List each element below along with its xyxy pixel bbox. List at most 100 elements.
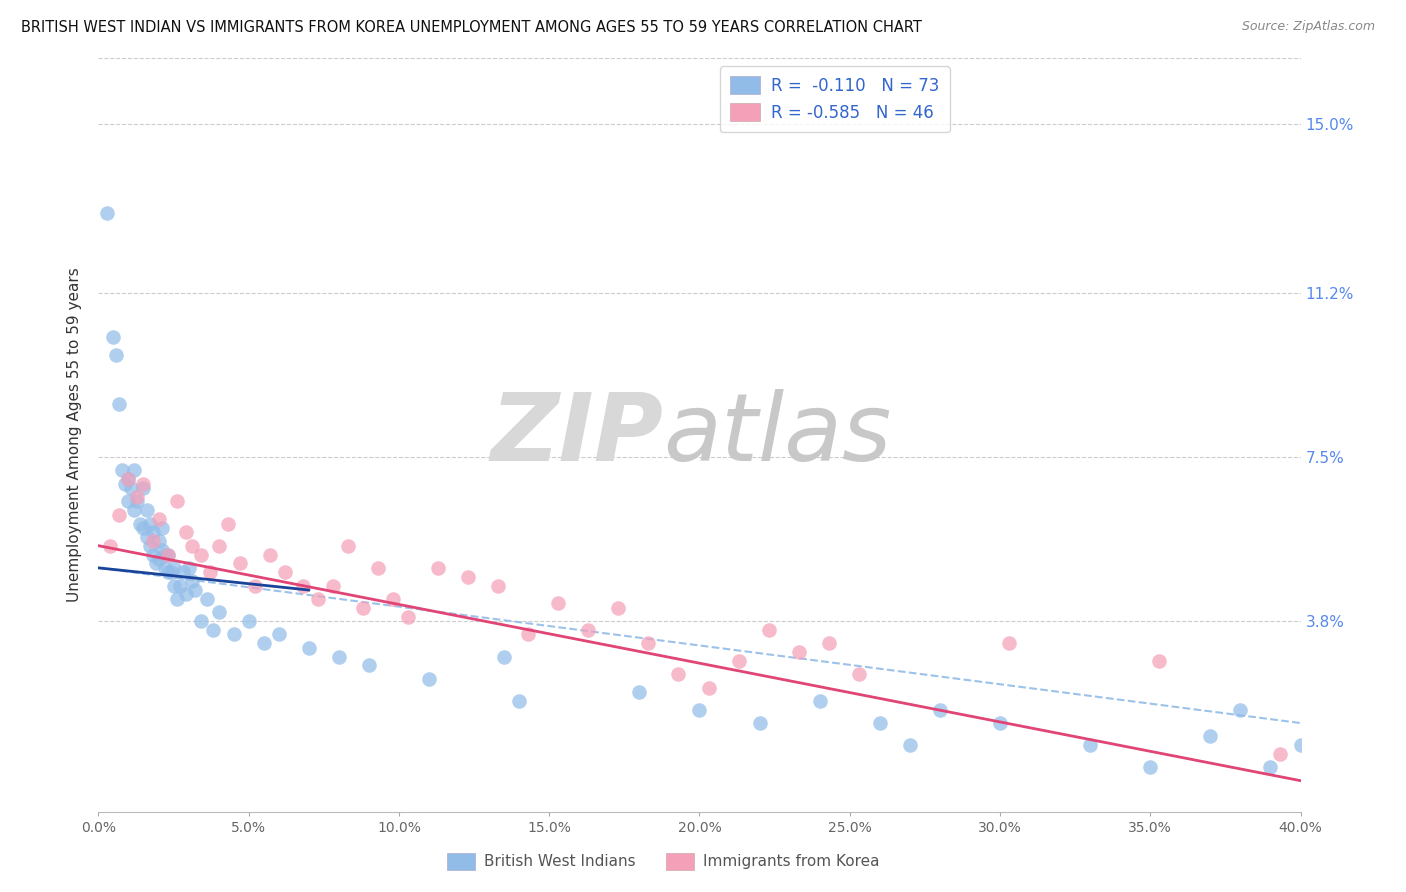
- Point: [153, 561, 176, 575]
- Point: [259, 548, 281, 562]
- Point: [848, 667, 870, 681]
- Point: [111, 463, 134, 477]
- Point: [135, 503, 157, 517]
- Point: [508, 694, 530, 708]
- Point: [517, 627, 540, 641]
- Point: [748, 716, 770, 731]
- Point: [127, 494, 149, 508]
- Point: [898, 738, 921, 752]
- Point: [1139, 760, 1161, 774]
- Point: [274, 566, 297, 580]
- Point: [141, 548, 163, 562]
- Point: [156, 548, 179, 562]
- Point: [1260, 760, 1282, 774]
- Point: [494, 649, 516, 664]
- Point: [141, 525, 163, 540]
- Point: [132, 521, 155, 535]
- Point: [238, 614, 260, 628]
- Point: [869, 716, 891, 731]
- Point: [138, 539, 160, 553]
- Point: [486, 579, 509, 593]
- Point: [121, 481, 143, 495]
- Point: [367, 561, 389, 575]
- Point: [148, 552, 170, 566]
- Point: [727, 654, 749, 668]
- Point: [108, 397, 131, 411]
- Point: [228, 557, 250, 571]
- Point: [222, 627, 245, 641]
- Point: [166, 591, 188, 606]
- Point: [124, 503, 146, 517]
- Point: [132, 481, 155, 495]
- Point: [357, 658, 380, 673]
- Point: [190, 614, 212, 628]
- Point: [108, 508, 131, 522]
- Text: Source: ZipAtlas.com: Source: ZipAtlas.com: [1241, 20, 1375, 33]
- Point: [148, 534, 170, 549]
- Point: [668, 667, 690, 681]
- Point: [162, 579, 184, 593]
- Point: [217, 516, 239, 531]
- Point: [328, 649, 350, 664]
- Point: [576, 623, 599, 637]
- Point: [174, 587, 197, 601]
- Text: ZIP: ZIP: [491, 389, 664, 481]
- Point: [156, 548, 179, 562]
- Point: [96, 206, 118, 220]
- Point: [253, 636, 276, 650]
- Point: [180, 539, 202, 553]
- Point: [336, 539, 359, 553]
- Point: [1199, 730, 1222, 744]
- Point: [697, 681, 720, 695]
- Point: [156, 566, 179, 580]
- Point: [180, 574, 202, 589]
- Point: [174, 525, 197, 540]
- Point: [427, 561, 450, 575]
- Point: [307, 591, 329, 606]
- Point: [689, 703, 711, 717]
- Point: [153, 548, 176, 562]
- Point: [1229, 703, 1251, 717]
- Point: [637, 636, 659, 650]
- Point: [267, 627, 290, 641]
- Point: [929, 703, 952, 717]
- Point: [1149, 654, 1171, 668]
- Point: [114, 476, 136, 491]
- Point: [117, 472, 139, 486]
- Point: [141, 534, 163, 549]
- Point: [1268, 747, 1291, 761]
- Point: [988, 716, 1011, 731]
- Point: [1078, 738, 1101, 752]
- Point: [208, 605, 231, 619]
- Point: [628, 685, 651, 699]
- Point: [243, 579, 266, 593]
- Point: [138, 516, 160, 531]
- Point: [298, 640, 321, 655]
- Point: [758, 623, 780, 637]
- Point: [103, 330, 125, 344]
- Point: [159, 566, 181, 580]
- Legend: British West Indians, Immigrants from Korea: British West Indians, Immigrants from Ko…: [441, 847, 886, 876]
- Point: [127, 490, 149, 504]
- Point: [198, 566, 221, 580]
- Point: [396, 609, 419, 624]
- Point: [418, 672, 440, 686]
- Point: [201, 623, 224, 637]
- Point: [150, 521, 173, 535]
- Point: [1289, 738, 1312, 752]
- Point: [124, 463, 146, 477]
- Point: [190, 548, 212, 562]
- Point: [352, 600, 374, 615]
- Text: BRITISH WEST INDIAN VS IMMIGRANTS FROM KOREA UNEMPLOYMENT AMONG AGES 55 TO 59 YE: BRITISH WEST INDIAN VS IMMIGRANTS FROM K…: [21, 20, 922, 35]
- Point: [381, 591, 404, 606]
- Point: [150, 543, 173, 558]
- Point: [105, 348, 128, 362]
- Point: [135, 530, 157, 544]
- Point: [169, 579, 191, 593]
- Point: [117, 494, 139, 508]
- Y-axis label: Unemployment Among Ages 55 to 59 years: Unemployment Among Ages 55 to 59 years: [67, 268, 83, 602]
- Point: [322, 579, 344, 593]
- Point: [998, 636, 1021, 650]
- Point: [291, 579, 314, 593]
- Text: atlas: atlas: [664, 389, 891, 481]
